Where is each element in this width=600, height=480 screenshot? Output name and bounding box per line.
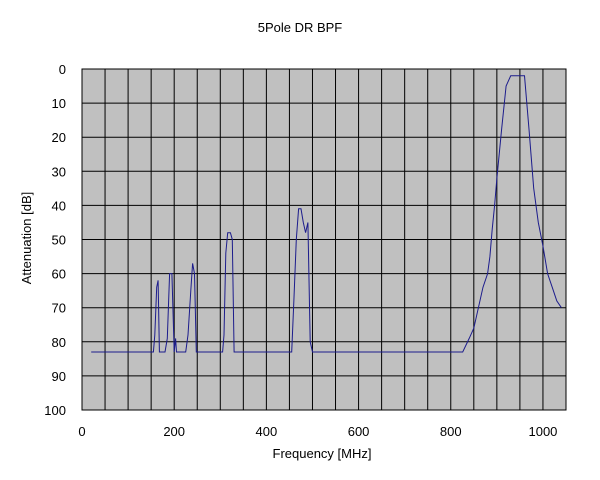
y-tick-label: 90 — [52, 369, 66, 384]
grid-lines — [82, 69, 566, 410]
x-tick-label: 400 — [256, 424, 278, 439]
x-tick-label: 800 — [440, 424, 462, 439]
y-tick-label: 60 — [52, 267, 66, 282]
plot-border — [81, 68, 567, 411]
y-tick-label: 0 — [59, 62, 66, 77]
y-tick-label: 40 — [52, 198, 66, 213]
x-tick-label: 600 — [348, 424, 370, 439]
x-axis-ticks: 0 200 400 600 800 1000 — [78, 424, 557, 439]
x-tick-label: 200 — [163, 424, 185, 439]
y-tick-label: 70 — [52, 301, 66, 316]
x-tick-label: 0 — [78, 424, 85, 439]
chart-title: 5Pole DR BPF — [258, 20, 343, 35]
x-tick-label: 1000 — [528, 424, 557, 439]
y-axis-ticks: 0 10 20 30 40 50 60 70 80 90 100 — [44, 62, 66, 418]
y-tick-label: 10 — [52, 96, 66, 111]
y-tick-label: 80 — [52, 335, 66, 350]
y-axis-label: Attenuation [dB] — [19, 192, 34, 285]
series-line — [91, 75, 562, 353]
y-tick-label: 100 — [44, 403, 66, 418]
y-tick-label: 30 — [52, 164, 66, 179]
x-axis-label: Frequency [MHz] — [273, 446, 372, 461]
y-tick-label: 50 — [52, 233, 66, 248]
y-tick-label: 20 — [52, 130, 66, 145]
